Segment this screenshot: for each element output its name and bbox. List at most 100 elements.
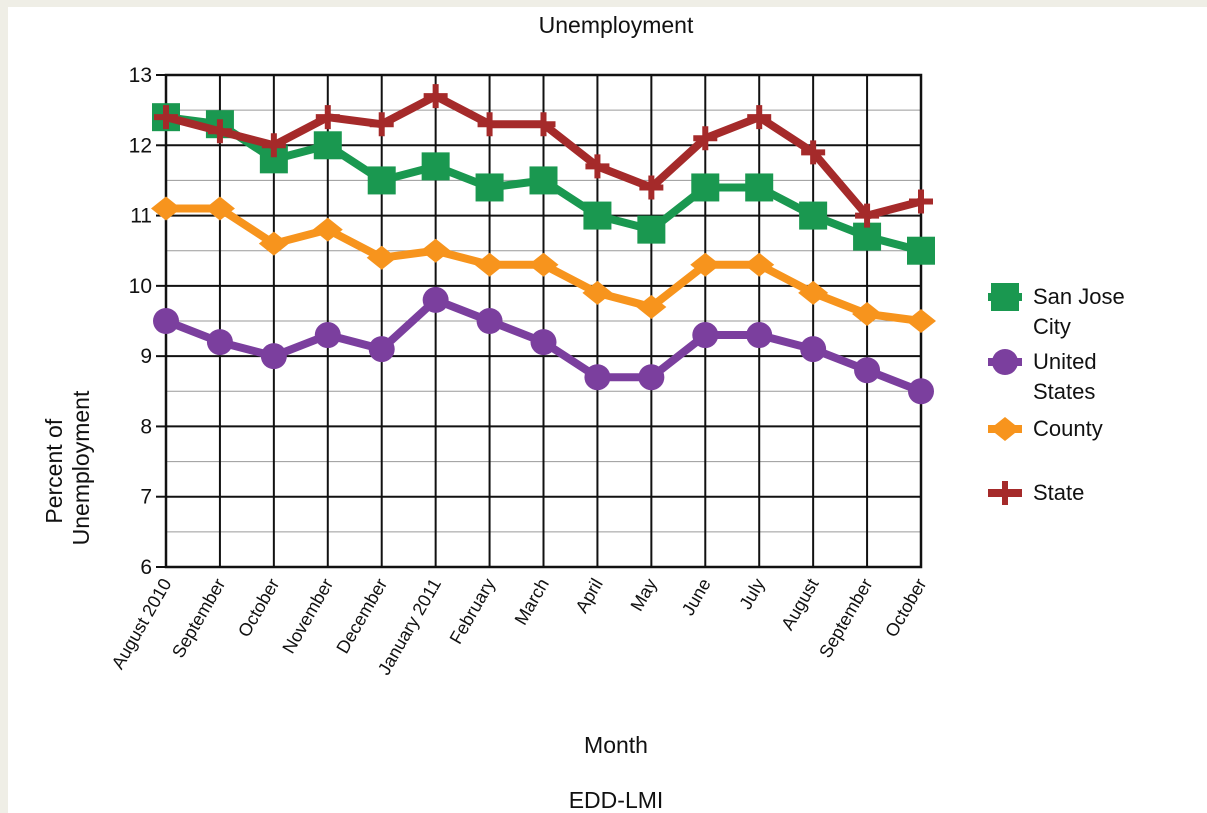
legend-item-county: County	[988, 416, 1103, 441]
data-point-county	[151, 196, 181, 221]
x-tick-label: October	[234, 575, 283, 640]
data-point-county	[474, 252, 505, 277]
chart-footer: EDD-LMI	[569, 787, 664, 813]
data-point-san-jose-city	[637, 215, 666, 244]
series-united-states	[153, 286, 934, 405]
series-layer	[151, 84, 936, 405]
legend-label-county: County	[1033, 416, 1103, 441]
data-point-san-jose-city	[583, 201, 612, 230]
data-point-united-states	[530, 329, 557, 356]
data-point-county	[258, 231, 289, 256]
y-tick-label: 6	[140, 556, 152, 579]
data-point-state	[801, 140, 826, 165]
data-point-san-jose-city	[421, 152, 450, 181]
data-point-united-states	[746, 322, 773, 349]
chart-title: Unemployment	[539, 12, 694, 38]
x-tick-label: August 2010	[108, 575, 176, 673]
y-tick-label: 9	[140, 345, 152, 368]
data-point-county	[528, 252, 559, 277]
series-county	[151, 196, 936, 333]
data-point-united-states	[153, 308, 179, 334]
x-tick-label: April	[572, 575, 607, 616]
data-point-county	[582, 280, 613, 305]
data-point-county	[852, 301, 883, 326]
data-point-united-states	[584, 364, 611, 391]
data-point-san-jose-city	[367, 166, 396, 195]
x-tick-label: September	[815, 575, 876, 661]
y-tick-label: 10	[129, 275, 152, 298]
x-tick-label: November	[278, 575, 337, 657]
data-point-united-states	[206, 329, 233, 356]
data-point-united-states	[422, 286, 449, 313]
data-point-county	[744, 252, 775, 277]
data-point-united-states	[638, 364, 665, 391]
data-point-san-jose-city	[799, 201, 828, 230]
data-point-united-states	[314, 322, 341, 349]
data-point-state	[207, 119, 232, 144]
x-tick-label: July	[735, 575, 768, 613]
legend-label-san-jose-city: San Jose	[1033, 284, 1125, 309]
data-point-county	[312, 217, 343, 242]
x-tick-label: February	[446, 575, 499, 647]
data-point-county	[798, 280, 829, 305]
data-point-united-states	[260, 343, 287, 370]
data-point-county	[420, 238, 451, 263]
data-point-united-states	[908, 378, 934, 405]
data-point-san-jose-city	[745, 173, 774, 202]
legend-label-united-states: States	[1033, 379, 1095, 404]
data-point-state	[585, 154, 610, 179]
data-point-state	[315, 105, 340, 130]
data-point-county	[204, 196, 235, 221]
data-point-state	[639, 175, 664, 200]
y-tick-label: 7	[140, 486, 152, 509]
y-tick-label: 8	[140, 415, 152, 438]
data-point-san-jose-city	[529, 166, 558, 195]
y-axis-label-line-2: Unemployment	[68, 390, 94, 545]
legend-marker-county	[990, 417, 1020, 441]
legend: San Jose City United States County State	[988, 283, 1125, 505]
data-point-united-states	[692, 322, 719, 349]
data-point-state	[531, 112, 556, 137]
x-tick-label: March	[511, 575, 553, 628]
data-point-state	[693, 126, 718, 151]
data-point-state	[855, 203, 880, 228]
series-state	[154, 84, 933, 228]
data-point-state	[747, 105, 772, 130]
legend-item-united-states: United States	[988, 349, 1097, 404]
data-point-state	[154, 105, 178, 130]
data-point-united-states	[800, 336, 827, 363]
x-tick-label: August	[777, 575, 822, 634]
data-point-san-jose-city	[313, 131, 342, 160]
data-point-united-states	[368, 336, 395, 363]
y-axis-label-line-1: Percent of	[41, 418, 67, 523]
y-tick-label: 13	[129, 64, 152, 87]
x-tick-label: December	[332, 575, 391, 657]
data-point-san-jose-city	[691, 173, 720, 202]
data-point-state	[261, 133, 286, 158]
data-point-county	[366, 245, 397, 270]
data-point-state	[477, 112, 502, 137]
y-axis-ticks: 6 7 8 9 10 11 12 13	[129, 64, 152, 579]
x-tick-label: May	[626, 575, 660, 614]
data-point-united-states	[854, 357, 881, 384]
legend-item-state: State	[988, 480, 1084, 505]
data-point-county	[636, 294, 667, 319]
data-point-state	[423, 84, 448, 109]
legend-marker-united-states	[992, 349, 1018, 375]
legend-item-san-jose-city: San Jose City	[988, 283, 1125, 339]
legend-label-san-jose-city: City	[1033, 314, 1071, 339]
data-point-county	[906, 309, 936, 333]
legend-label-united-states: United	[1033, 349, 1097, 374]
grid	[156, 73, 923, 569]
x-tick-label: October	[881, 575, 930, 640]
data-point-san-jose-city	[475, 173, 504, 202]
x-tick-label: September	[168, 575, 229, 661]
data-point-state	[909, 189, 933, 214]
y-tick-label: 11	[130, 205, 152, 228]
legend-marker-state	[993, 481, 1017, 505]
data-point-county	[690, 252, 721, 277]
chart-frame: Unemployment 6 7 8 9 10 11 12 13 August 2010 Sep…	[8, 7, 1207, 813]
legend-marker-san-jose-city	[991, 283, 1019, 311]
